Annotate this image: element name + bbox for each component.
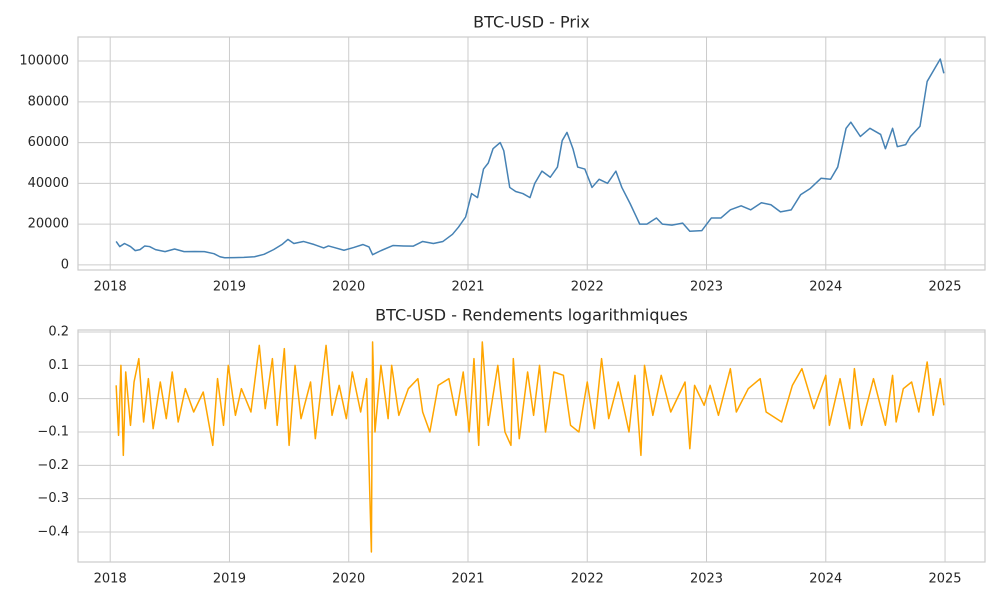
y-tick-label: 100000 [19, 54, 69, 69]
plot-area [78, 330, 985, 562]
y-tick-label: −0.3 [37, 491, 69, 506]
y-tick-label: −0.1 [37, 425, 69, 440]
y-tick-label: −0.2 [37, 458, 69, 473]
x-tick-label: 2024 [809, 280, 842, 295]
y-tick-label: −0.4 [37, 525, 69, 540]
price-line [115, 341, 945, 553]
y-tick-label: 60000 [28, 135, 69, 150]
axes-frame [77, 36, 986, 271]
y-tick-label: 0.0 [48, 391, 69, 406]
x-tick-label: 2019 [213, 572, 246, 587]
x-tick-label: 2022 [571, 280, 604, 295]
x-tick-label: 2023 [690, 572, 723, 587]
y-tick-label: 0.2 [48, 325, 69, 340]
x-tick-label: 2025 [928, 572, 961, 587]
y-tick-label: 80000 [28, 94, 69, 109]
chart-title: BTC-USD - Prix [473, 13, 590, 32]
x-tick-label: 2020 [332, 280, 365, 295]
x-tick-label: 2018 [94, 280, 127, 295]
x-tick-label: 2020 [332, 572, 365, 587]
x-tick-label: 2021 [451, 280, 484, 295]
y-tick-label: 40000 [28, 176, 69, 191]
x-tick-label: 2024 [809, 572, 842, 587]
x-tick-label: 2025 [928, 280, 961, 295]
x-tick-label: 2023 [690, 280, 723, 295]
chart-title: BTC-USD - Rendements logarithmiques [375, 306, 688, 325]
y-tick-label: 20000 [28, 217, 69, 232]
price-line [115, 58, 945, 259]
plot-area [78, 37, 985, 270]
x-tick-label: 2018 [94, 572, 127, 587]
axes-frame [77, 329, 986, 563]
y-tick-label: 0 [61, 257, 69, 272]
x-tick-label: 2019 [213, 280, 246, 295]
x-tick-label: 2022 [571, 572, 604, 587]
x-tick-label: 2021 [451, 572, 484, 587]
y-tick-label: 0.1 [48, 358, 69, 373]
